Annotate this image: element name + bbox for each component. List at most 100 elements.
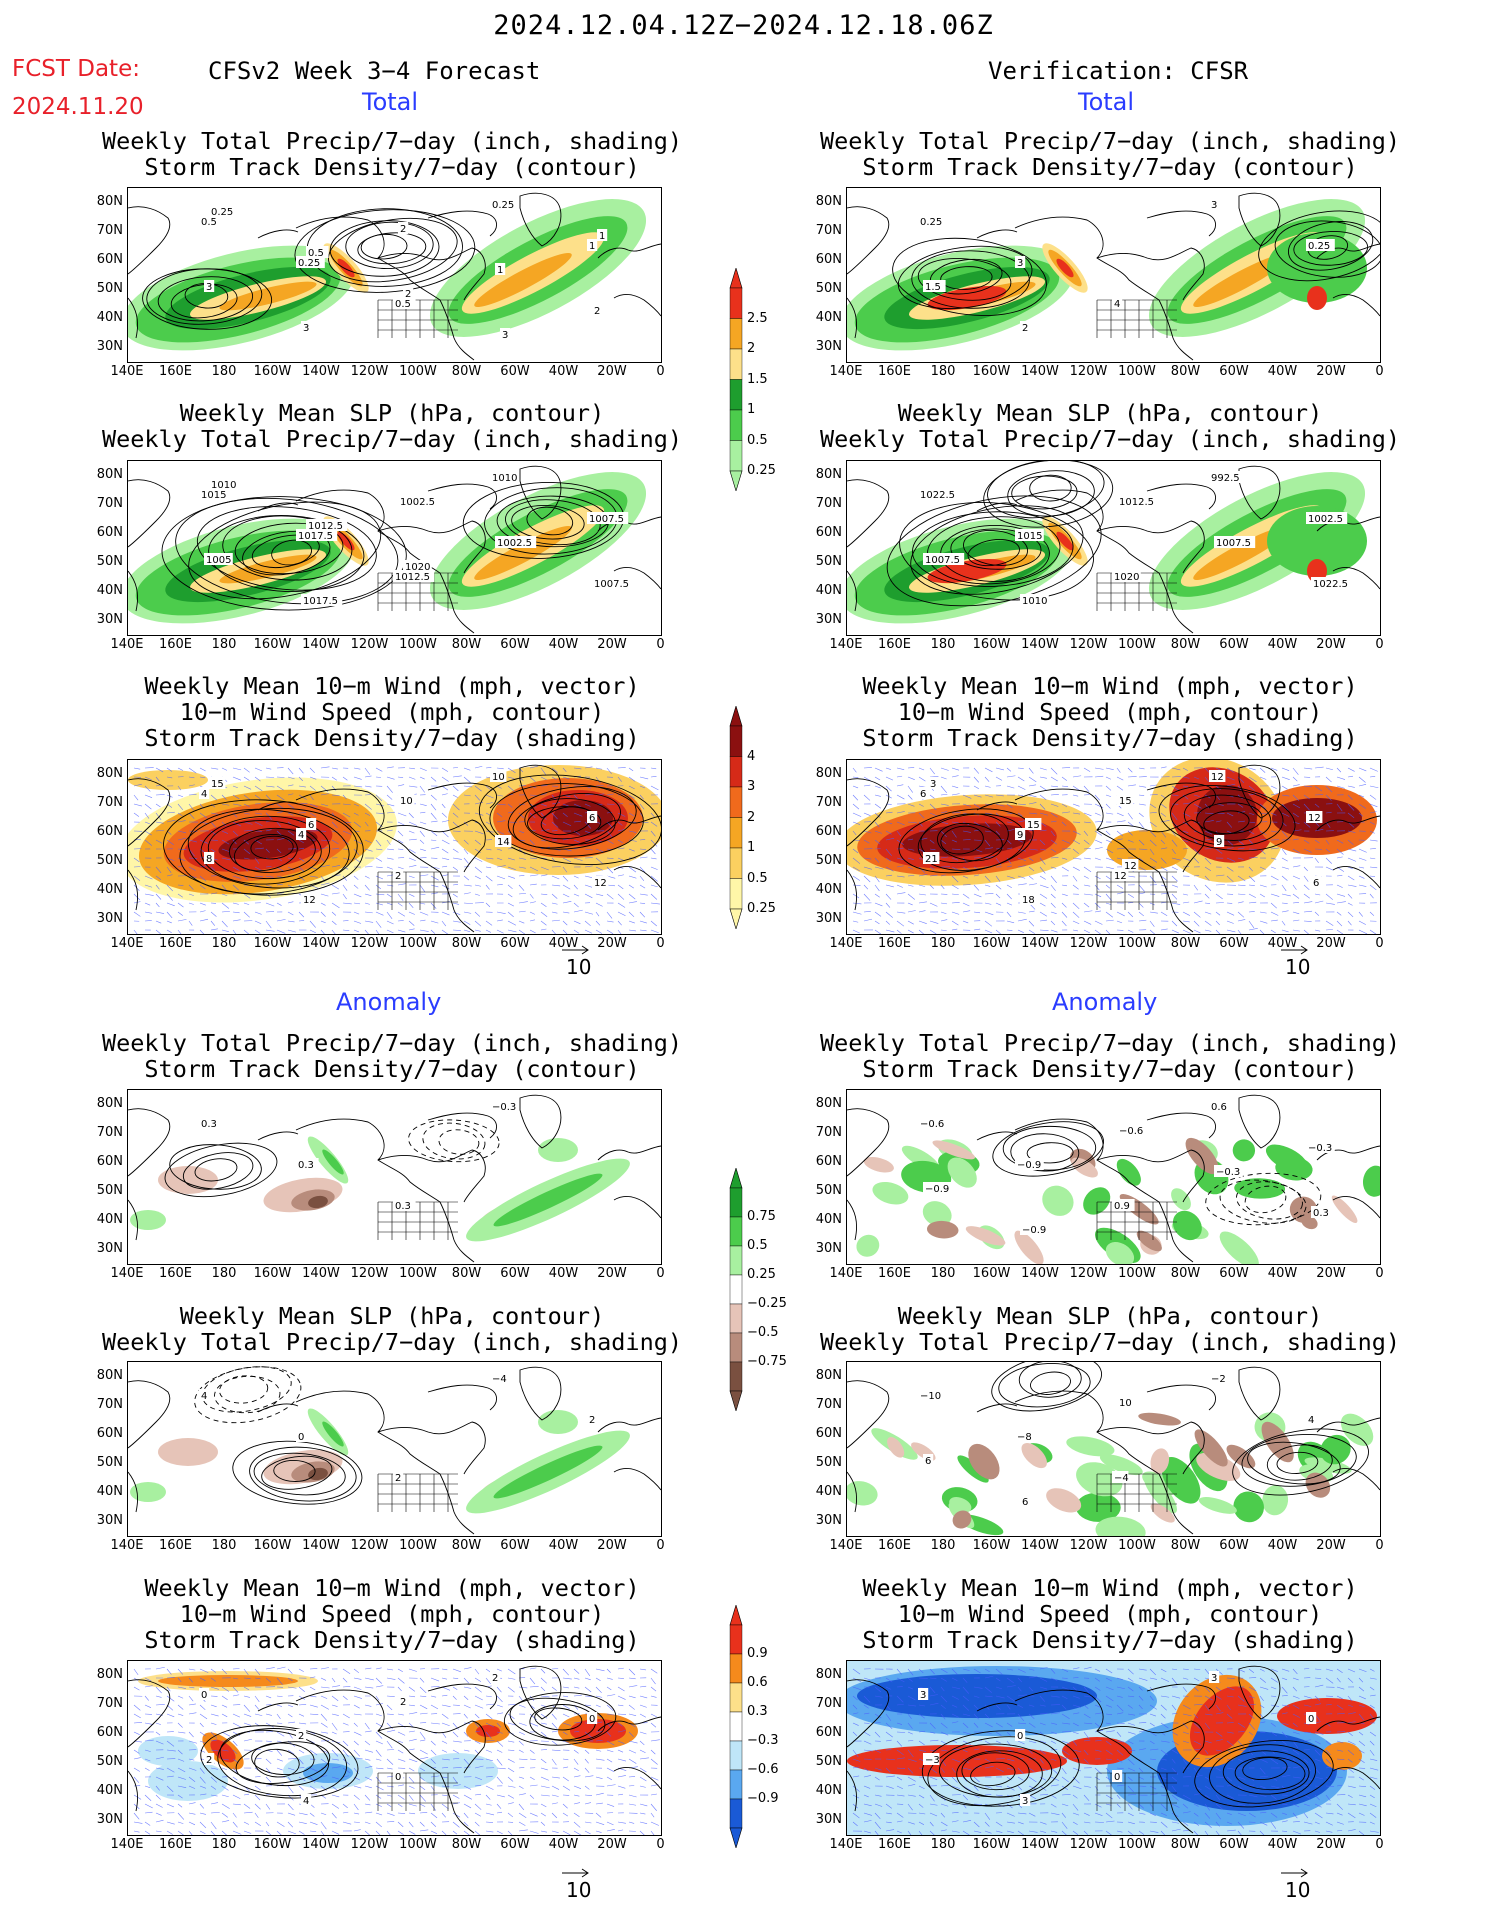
svg-text:1020: 1020 [405, 562, 430, 573]
lon-label: 40W [1267, 1837, 1298, 1852]
svg-text:6: 6 [1313, 878, 1319, 889]
lon-label: 60W [1219, 1266, 1249, 1281]
lon-label: 180 [930, 1266, 956, 1281]
lat-label: 70N [815, 496, 842, 511]
lat-label: 70N [815, 1125, 842, 1140]
lat-label: 50N [96, 1455, 123, 1470]
svg-text:6: 6 [308, 820, 314, 831]
svg-text:1012.5: 1012.5 [395, 572, 430, 583]
map-panel-slp-total-verification: 1022.5 1015 1020 992.5 1002.5 1007.5 1010 1012.… [846, 460, 1381, 636]
map-graphic: −10 −8 −4 −2 4 6 6 10 [847, 1362, 1380, 1536]
svg-text:1015: 1015 [1017, 531, 1042, 542]
lat-label: 80N [815, 194, 842, 209]
main-title: 2024.12.04.12Z−2024.12.18.06Z [493, 10, 994, 41]
svg-text:9: 9 [1017, 830, 1023, 841]
svg-text:10: 10 [400, 796, 413, 807]
vector-reference-label: 10 [1285, 955, 1311, 979]
svg-text:−0.6: −0.6 [920, 1119, 944, 1130]
colorbar-label: −0.75 [747, 1354, 787, 1369]
lat-label: 40N [96, 1484, 123, 1499]
colorbar-label: 0.9 [747, 1646, 768, 1661]
lon-label: 120W [350, 1266, 389, 1281]
svg-text:3: 3 [1211, 1673, 1217, 1684]
lon-label: 120W [1069, 364, 1108, 379]
svg-text:1: 1 [599, 231, 605, 242]
right-header: Verification: CFSR [988, 57, 1249, 85]
svg-text:15: 15 [211, 779, 224, 790]
svg-text:0.25: 0.25 [1308, 241, 1330, 252]
svg-text:1010: 1010 [492, 473, 517, 484]
map-graphic: 1022.5 1015 1020 992.5 1002.5 1007.5 1010 1012.… [847, 461, 1380, 635]
colorbar-label: −0.25 [747, 1296, 787, 1311]
lat-label: 60N [815, 525, 842, 540]
colorbar-label: 0.5 [747, 1238, 768, 1253]
svg-text:0.5: 0.5 [201, 217, 217, 228]
lat-label: 30N [96, 1513, 123, 1528]
lon-label: 40W [1267, 1266, 1298, 1281]
lon-label: 140W [302, 364, 340, 379]
lon-label: 20W [1316, 1266, 1346, 1281]
lat-label: 80N [96, 766, 123, 781]
svg-text:2: 2 [405, 289, 411, 300]
lon-label: 160W [972, 637, 1011, 652]
map-panel-slp-total-forecast: 1015 1017.5 1012.5 1010 1007.5 1005 1017.5 1002… [127, 460, 662, 636]
lat-label: 50N [96, 1754, 123, 1769]
panel-title-5L: Weekly Mean SLP (hPa, contour) Weekly Tot… [101, 1302, 683, 1356]
colorbar-label: 4 [747, 748, 756, 764]
lon-label: 80W [451, 1538, 482, 1553]
colorbar-label: 3 [747, 779, 756, 794]
svg-text:4: 4 [201, 1391, 207, 1402]
lon-label: 60W [500, 1538, 530, 1553]
panel-title-3L: Weekly Mean 10−m Wind (mph, vector) 10−m … [144, 672, 640, 752]
svg-text:1015: 1015 [201, 490, 226, 501]
svg-text:3: 3 [1211, 200, 1217, 211]
lon-label: 60W [1219, 364, 1249, 379]
lon-label: 80W [1170, 936, 1201, 951]
lon-label: 20W [1316, 637, 1346, 652]
svg-text:−0.6: −0.6 [1119, 1126, 1143, 1137]
lon-label: 140E [829, 1837, 863, 1852]
lon-label: 120W [1069, 1837, 1108, 1852]
lon-label: 160E [877, 364, 912, 379]
lat-label: 50N [96, 281, 123, 296]
lon-label: 160E [877, 1837, 912, 1852]
lon-label: 0 [656, 364, 665, 379]
lon-label: 40W [548, 1266, 579, 1281]
lon-label: 100W [399, 936, 437, 951]
svg-text:−0.3: −0.3 [1308, 1143, 1332, 1154]
lon-label: 80W [451, 1266, 482, 1281]
lon-label: 140W [1021, 637, 1059, 652]
colorbar-graphic [729, 266, 743, 493]
panel-title-4L: Weekly Total Precip/7−day (inch, shading… [101, 1029, 683, 1083]
svg-text:3: 3 [303, 323, 309, 334]
vector-reference-label: 10 [566, 1878, 592, 1902]
svg-text:0.3: 0.3 [201, 1119, 217, 1130]
lon-label: 20W [1316, 1538, 1346, 1553]
lat-label: 60N [96, 1154, 123, 1169]
svg-text:0.25: 0.25 [492, 200, 514, 211]
lon-label: 160E [877, 637, 912, 652]
svg-text:0: 0 [1017, 1731, 1023, 1742]
colorbar-label: −0.9 [747, 1791, 779, 1806]
svg-text:1020: 1020 [1114, 572, 1139, 583]
lon-label: 160W [253, 364, 292, 379]
lon-label: 140W [1021, 1266, 1059, 1281]
lon-label: 180 [211, 364, 237, 379]
vector-reference-arrow-icon [1281, 945, 1308, 955]
panel-title-5R: Weekly Mean SLP (hPa, contour) Weekly Tot… [819, 1302, 1401, 1356]
svg-text:1010: 1010 [1022, 596, 1047, 607]
lon-label: 60W [1219, 936, 1249, 951]
svg-text:2: 2 [298, 1731, 304, 1742]
svg-text:3: 3 [1017, 258, 1023, 269]
lat-label: 80N [96, 1096, 123, 1111]
lat-label: 40N [815, 1484, 842, 1499]
svg-text:1012.5: 1012.5 [1119, 497, 1154, 508]
svg-text:6: 6 [589, 813, 595, 824]
lat-label: 80N [815, 1368, 842, 1383]
lat-label: 30N [96, 911, 123, 926]
lon-label: 140W [1021, 1538, 1059, 1553]
lon-label: 140E [110, 1538, 144, 1553]
lon-label: 0 [656, 936, 665, 951]
colorbar-label: −0.6 [747, 1762, 779, 1777]
